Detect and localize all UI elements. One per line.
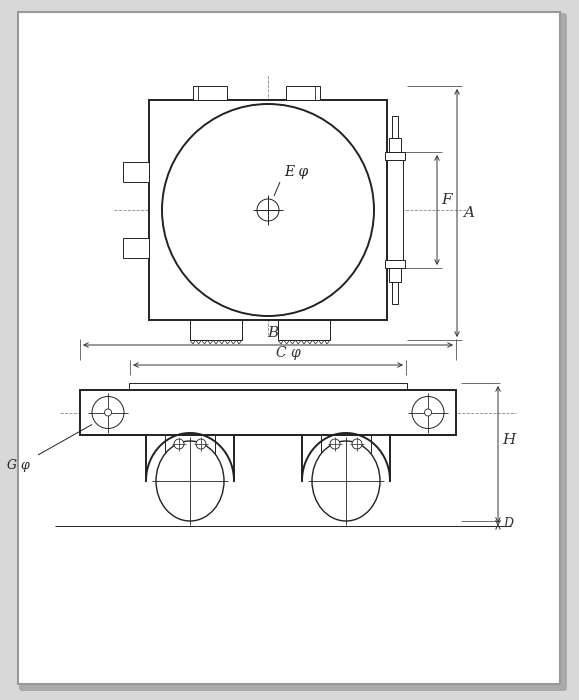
Circle shape	[174, 439, 184, 449]
Bar	[389, 268, 401, 282]
Ellipse shape	[312, 441, 380, 521]
Circle shape	[412, 396, 444, 428]
Text: A: A	[464, 206, 475, 220]
Bar	[286, 86, 320, 100]
Bar	[278, 320, 330, 340]
Text: C φ: C φ	[276, 346, 301, 360]
Bar	[129, 383, 407, 390]
Bar	[80, 390, 456, 435]
Bar	[321, 435, 371, 453]
Circle shape	[257, 199, 279, 221]
Bar	[165, 435, 215, 453]
FancyBboxPatch shape	[19, 13, 567, 691]
Bar	[387, 152, 403, 268]
Bar	[385, 152, 405, 160]
Bar	[123, 162, 149, 182]
Bar	[392, 282, 398, 304]
Text: H: H	[503, 433, 516, 447]
Text: F: F	[442, 193, 452, 207]
Text: B: B	[267, 326, 278, 340]
Bar	[193, 86, 227, 100]
Circle shape	[352, 439, 362, 449]
Bar	[389, 138, 401, 152]
Circle shape	[162, 104, 374, 316]
Text: D: D	[503, 517, 513, 530]
Ellipse shape	[156, 441, 224, 521]
Bar	[385, 260, 405, 268]
Circle shape	[330, 439, 340, 449]
Circle shape	[92, 396, 124, 428]
Bar	[123, 238, 149, 258]
Circle shape	[196, 439, 206, 449]
Bar	[149, 100, 387, 320]
Circle shape	[424, 409, 431, 416]
Text: E φ: E φ	[284, 165, 308, 179]
Bar	[190, 320, 242, 340]
Bar	[392, 116, 398, 138]
Circle shape	[104, 409, 112, 416]
Text: G φ: G φ	[6, 458, 30, 472]
